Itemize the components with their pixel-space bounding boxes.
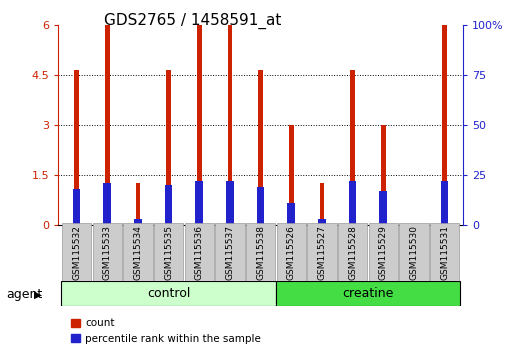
Text: GSM115530: GSM115530 — [409, 225, 418, 280]
Bar — [134, 219, 141, 225]
Text: GSM115533: GSM115533 — [103, 225, 112, 280]
FancyBboxPatch shape — [337, 223, 367, 281]
Bar — [226, 181, 233, 225]
Bar — [258, 70, 263, 225]
Bar — [196, 25, 201, 225]
Bar — [287, 203, 294, 225]
Bar — [319, 183, 324, 225]
Bar — [105, 25, 110, 225]
FancyBboxPatch shape — [245, 223, 275, 281]
Bar — [288, 125, 293, 225]
FancyBboxPatch shape — [276, 223, 306, 281]
FancyBboxPatch shape — [368, 223, 397, 281]
FancyBboxPatch shape — [184, 223, 214, 281]
Bar — [227, 25, 232, 225]
Text: ▶: ▶ — [34, 290, 42, 299]
Text: GSM115526: GSM115526 — [286, 225, 295, 280]
Text: creatine: creatine — [341, 287, 393, 300]
Text: GSM115532: GSM115532 — [72, 225, 81, 280]
Bar — [73, 189, 80, 225]
Bar — [135, 183, 140, 225]
FancyBboxPatch shape — [61, 281, 275, 306]
Text: GSM115536: GSM115536 — [194, 225, 204, 280]
Text: control: control — [146, 287, 190, 300]
Bar — [379, 191, 386, 225]
Text: agent: agent — [6, 288, 42, 301]
Bar — [195, 181, 203, 225]
Bar — [103, 183, 111, 225]
Bar — [318, 219, 325, 225]
FancyBboxPatch shape — [92, 223, 122, 281]
FancyBboxPatch shape — [215, 223, 244, 281]
FancyBboxPatch shape — [123, 223, 153, 281]
Bar — [441, 25, 446, 225]
FancyBboxPatch shape — [307, 223, 336, 281]
FancyBboxPatch shape — [154, 223, 183, 281]
Text: GSM115528: GSM115528 — [347, 225, 357, 280]
Bar — [165, 185, 172, 225]
Bar — [348, 181, 356, 225]
Bar — [349, 70, 354, 225]
Text: GSM115531: GSM115531 — [439, 225, 448, 280]
Bar — [440, 181, 447, 225]
FancyBboxPatch shape — [398, 223, 428, 281]
Bar — [380, 125, 385, 225]
FancyBboxPatch shape — [275, 281, 459, 306]
FancyBboxPatch shape — [429, 223, 459, 281]
Text: GSM115527: GSM115527 — [317, 225, 326, 280]
Text: GDS2765 / 1458591_at: GDS2765 / 1458591_at — [104, 12, 280, 29]
Legend: count, percentile rank within the sample: count, percentile rank within the sample — [71, 319, 261, 344]
Text: GSM115529: GSM115529 — [378, 225, 387, 280]
Text: GSM115534: GSM115534 — [133, 225, 142, 280]
Bar — [256, 187, 264, 225]
Bar — [166, 70, 171, 225]
Text: GSM115535: GSM115535 — [164, 225, 173, 280]
FancyBboxPatch shape — [62, 223, 91, 281]
Text: GSM115538: GSM115538 — [256, 225, 265, 280]
Bar — [74, 70, 79, 225]
Text: GSM115537: GSM115537 — [225, 225, 234, 280]
